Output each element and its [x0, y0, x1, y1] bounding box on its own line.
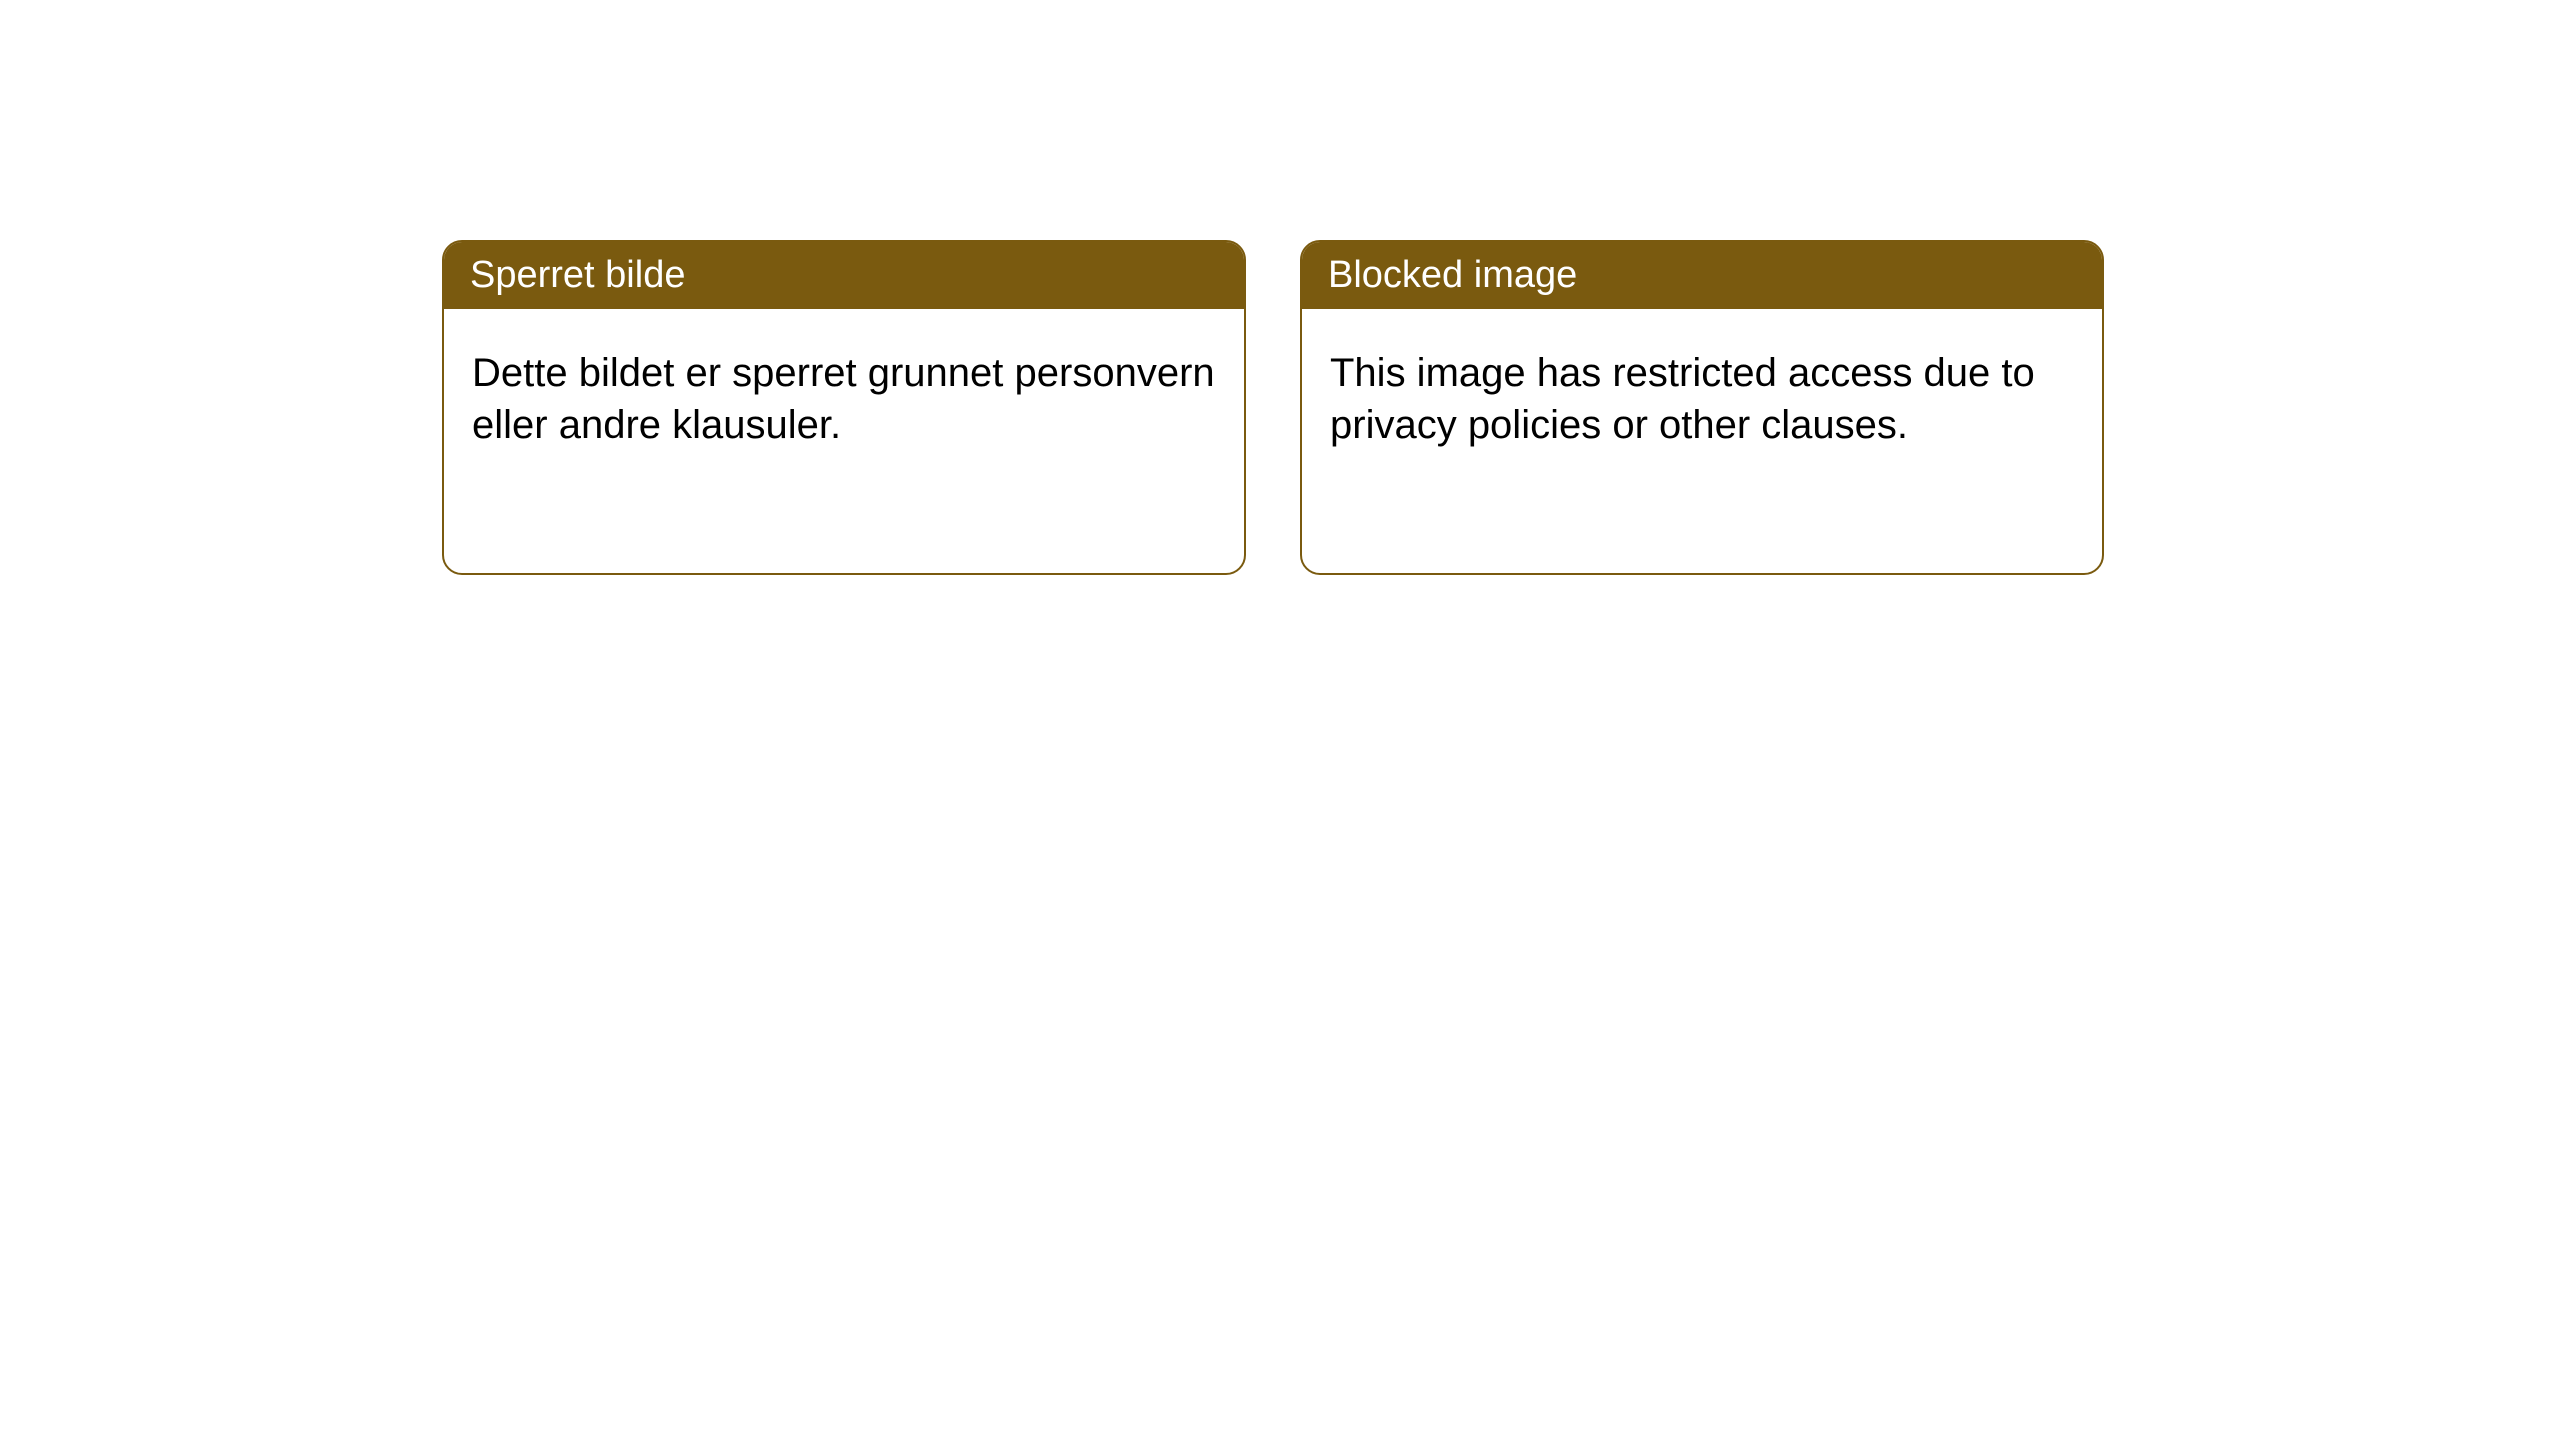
notice-body: This image has restricted access due to …: [1302, 309, 2102, 489]
notice-header: Sperret bilde: [444, 242, 1244, 309]
notice-body: Dette bildet er sperret grunnet personve…: [444, 309, 1244, 489]
notice-card-english: Blocked image This image has restricted …: [1300, 240, 2104, 575]
notice-container: Sperret bilde Dette bildet er sperret gr…: [0, 0, 2560, 575]
notice-header: Blocked image: [1302, 242, 2102, 309]
notice-card-norwegian: Sperret bilde Dette bildet er sperret gr…: [442, 240, 1246, 575]
